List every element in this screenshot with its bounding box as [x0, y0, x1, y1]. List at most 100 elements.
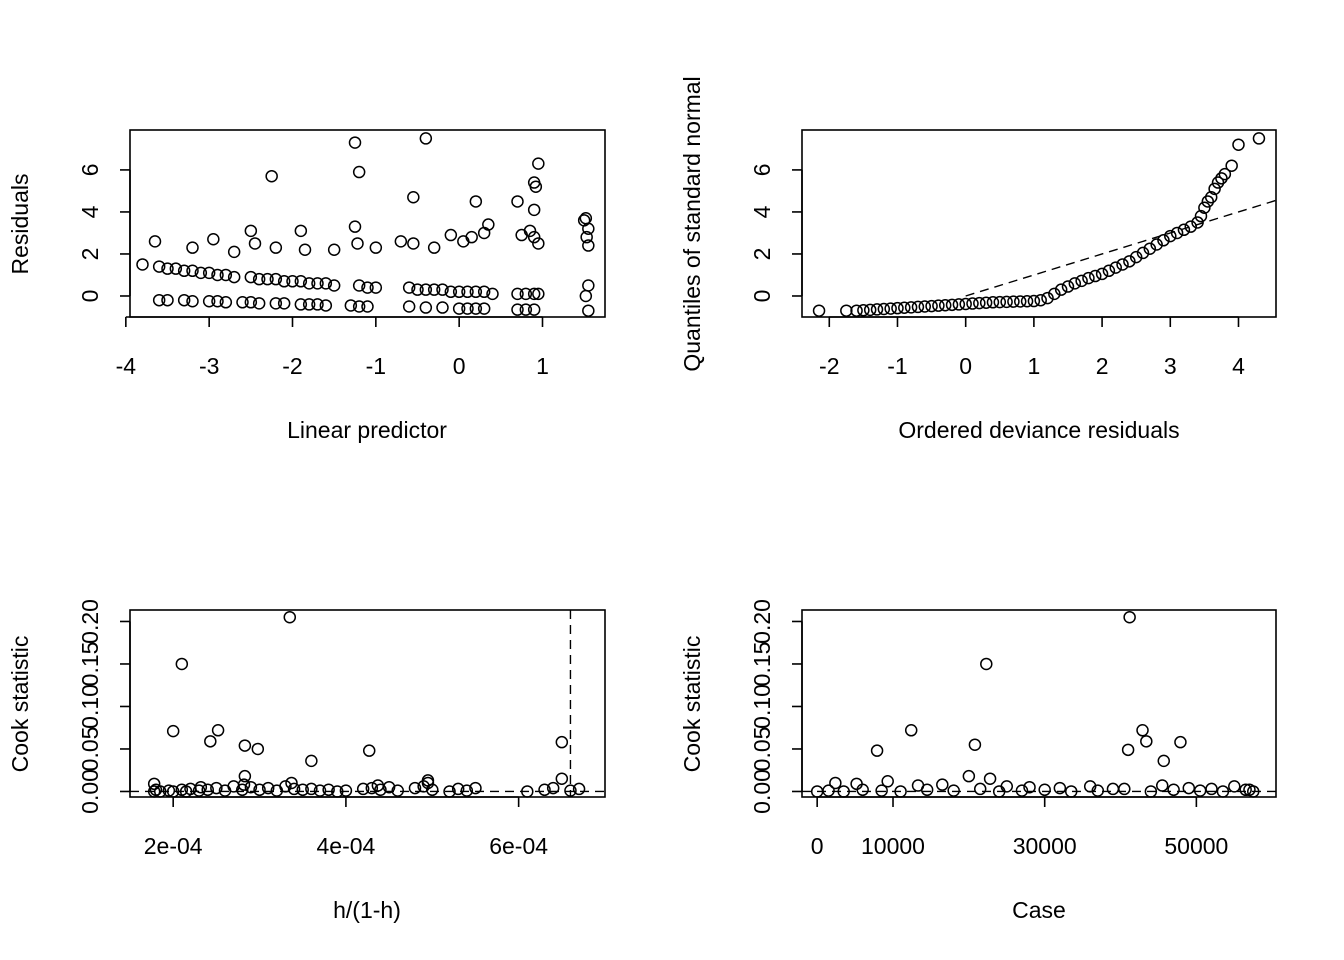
data-point — [936, 778, 949, 791]
x-tick-label: -4 — [116, 353, 137, 379]
plot-frame — [801, 129, 1277, 318]
data-point — [856, 783, 869, 797]
data-point — [812, 304, 826, 317]
data-point — [1068, 277, 1082, 290]
data-point — [162, 784, 176, 797]
data-point — [1121, 743, 1135, 757]
data-point — [339, 784, 353, 797]
data-point — [918, 300, 932, 313]
data-point — [452, 285, 466, 299]
data-point — [1198, 201, 1211, 214]
data-point — [938, 298, 952, 312]
data-point — [194, 266, 208, 280]
data-point — [532, 237, 545, 250]
y-tick-label: 0.05 — [749, 727, 775, 772]
data-point — [296, 783, 309, 797]
x-tick-label: -1 — [366, 353, 386, 379]
data-point — [1136, 724, 1149, 737]
data-point — [161, 293, 174, 307]
x-tick-label: -2 — [282, 353, 302, 379]
data-point — [294, 298, 308, 311]
data-point — [945, 298, 959, 312]
x-tick-label: 10000 — [861, 833, 925, 859]
data-point — [469, 302, 483, 315]
data-point — [527, 287, 541, 301]
data-point — [251, 742, 265, 756]
data-point — [521, 785, 534, 798]
data-point — [469, 285, 483, 299]
data-point — [204, 735, 217, 748]
data-point — [285, 776, 298, 790]
data-point — [1061, 280, 1075, 293]
data-point — [319, 277, 333, 290]
data-point — [546, 781, 560, 795]
y-tick-label: 2 — [749, 248, 775, 261]
data-point — [417, 780, 430, 793]
data-point — [261, 781, 275, 795]
data-point — [427, 283, 441, 296]
data-point — [177, 264, 191, 278]
y-tick-label: 0.15 — [749, 642, 775, 687]
data-point — [452, 302, 466, 315]
data-point — [211, 724, 225, 737]
data-point — [555, 772, 569, 785]
data-point — [407, 190, 420, 204]
data-point — [966, 297, 979, 310]
data-point — [319, 299, 333, 312]
data-point — [1239, 783, 1252, 797]
data-point — [1082, 271, 1095, 285]
data-point — [1020, 294, 1034, 308]
data-point — [327, 279, 341, 292]
data-point — [527, 303, 541, 316]
data-point — [952, 298, 966, 311]
data-point — [236, 783, 249, 797]
data-point — [932, 299, 945, 312]
data-point — [1038, 783, 1051, 797]
data-point — [283, 610, 297, 624]
point-layer — [147, 610, 586, 798]
y-axis-label: Quantiles of standard normal — [679, 76, 705, 371]
data-point — [352, 279, 366, 292]
y-tick-label: 0.10 — [749, 684, 775, 729]
x-tick-label: -1 — [887, 353, 907, 379]
x-tick-label: 1 — [1027, 353, 1040, 379]
y-tick-label: 6 — [77, 164, 103, 177]
data-point — [269, 241, 283, 254]
data-point — [269, 272, 283, 286]
data-point — [348, 220, 362, 233]
data-point — [211, 294, 224, 308]
data-point — [968, 738, 982, 751]
data-point — [302, 298, 316, 311]
data-point — [959, 297, 972, 311]
data-point — [511, 303, 524, 316]
data-point — [287, 782, 301, 796]
y-tick-label: 0.15 — [77, 642, 103, 687]
data-point — [201, 783, 214, 797]
data-point — [1174, 735, 1187, 749]
data-point — [1091, 784, 1105, 797]
data-point — [1170, 226, 1184, 240]
data-point — [1177, 223, 1191, 237]
data-point — [219, 268, 233, 282]
data-point — [1123, 610, 1136, 624]
data-point — [511, 195, 524, 208]
data-point — [1157, 754, 1171, 768]
data-point — [252, 272, 266, 286]
data-point — [891, 301, 904, 315]
data-point — [244, 296, 258, 309]
data-point — [538, 783, 551, 797]
data-point — [870, 744, 884, 757]
data-point — [986, 296, 1000, 309]
data-point — [564, 784, 577, 797]
data-point — [207, 233, 220, 246]
x-tick-label: 4 — [1232, 353, 1245, 379]
data-point — [1232, 138, 1245, 151]
data-point — [177, 293, 191, 307]
data-point — [1095, 267, 1109, 281]
data-point — [265, 169, 278, 183]
data-point — [582, 279, 595, 292]
x-tick-label: 2 — [1096, 353, 1109, 379]
data-point — [1194, 209, 1208, 223]
data-point — [1215, 172, 1228, 185]
